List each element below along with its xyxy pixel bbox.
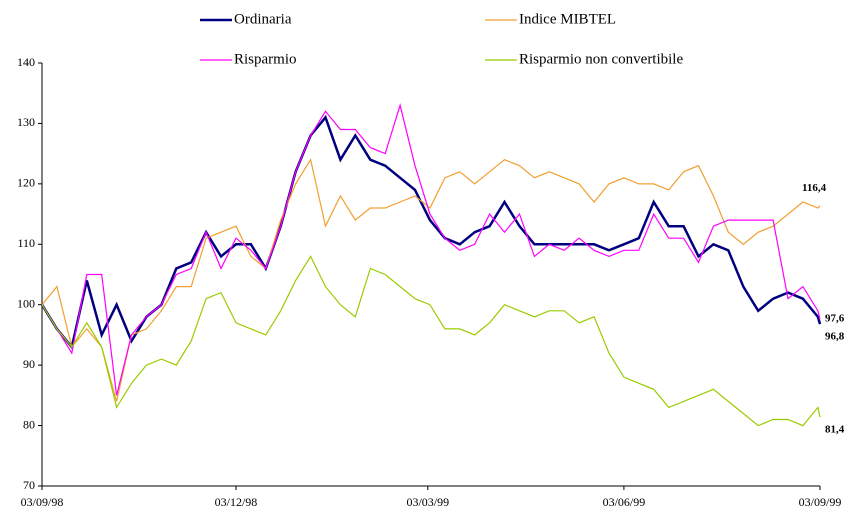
x-tick-label: 03/12/98 — [215, 495, 258, 509]
value-label: 116,4 — [802, 182, 827, 194]
x-tick-label: 03/06/99 — [603, 495, 646, 509]
series-line — [40, 114, 822, 350]
y-tick-label: 120 — [17, 176, 35, 190]
legend-label: Risparmio — [234, 51, 297, 67]
legend-label: Ordinaria — [234, 11, 292, 27]
series-line — [41, 255, 821, 427]
x-tick-label: 03/09/98 — [21, 495, 64, 509]
y-tick-label: 130 — [17, 115, 35, 129]
y-tick-label: 70 — [23, 478, 35, 492]
series-line — [41, 158, 821, 402]
x-tick-label: 03/09/99 — [799, 495, 842, 509]
value-label: 97,6 — [825, 313, 845, 325]
x-tick-label: 03/03/99 — [406, 495, 449, 509]
legend-label: Risparmio non convertibile — [519, 51, 683, 67]
legend-label: Indice MIBTEL — [519, 11, 616, 27]
series-line — [41, 103, 821, 396]
y-tick-label: 90 — [23, 357, 35, 371]
y-tick-label: 140 — [17, 55, 35, 69]
value-label: 96,8 — [825, 331, 845, 343]
y-tick-label: 110 — [17, 236, 35, 250]
y-tick-label: 80 — [23, 417, 35, 431]
y-tick-label: 100 — [17, 296, 35, 310]
value-label: 81,4 — [825, 424, 845, 436]
